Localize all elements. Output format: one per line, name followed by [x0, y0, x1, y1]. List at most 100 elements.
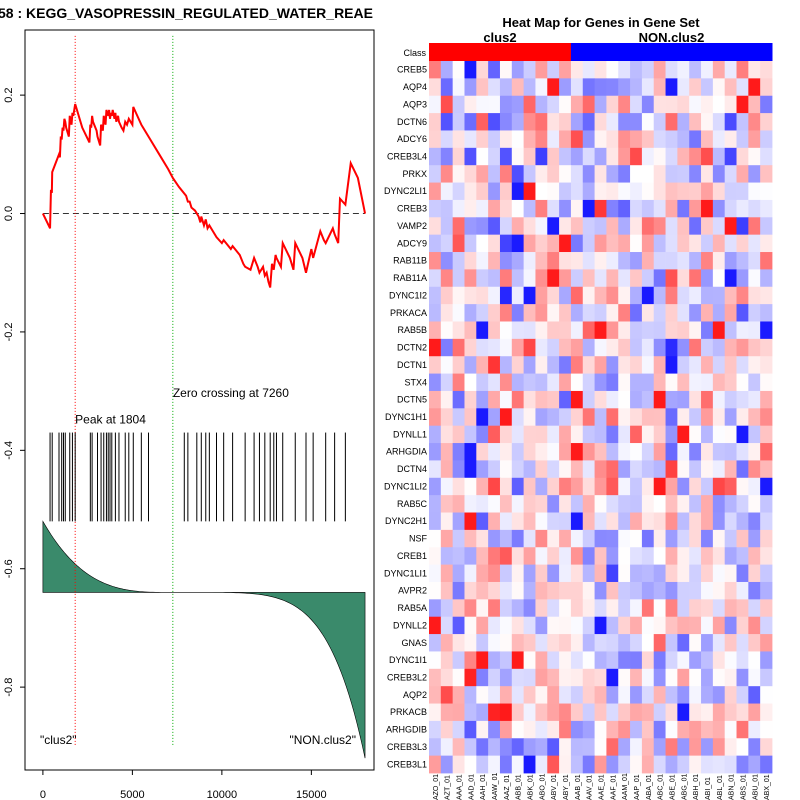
heatmap-cell	[760, 356, 773, 374]
heatmap-cell	[653, 321, 666, 340]
heatmap-cell	[748, 182, 761, 201]
heatmap-cell	[582, 147, 595, 166]
heatmap-cell	[606, 529, 619, 548]
heatmap-cell	[452, 78, 465, 97]
heatmap-cell	[701, 217, 714, 236]
heatmap-cell	[582, 634, 595, 652]
heatmap-cell	[452, 165, 465, 183]
x-tick-label: 10000	[207, 789, 238, 800]
heatmap-cell	[429, 720, 442, 739]
heatmap-cell	[618, 443, 631, 461]
heatmap-cell	[511, 113, 525, 131]
heatmap-cell	[641, 703, 655, 722]
heatmap-cell	[547, 408, 560, 427]
heatmap-cell	[594, 252, 607, 270]
heatmap-cell	[523, 529, 536, 548]
heatmap-cell	[641, 477, 655, 496]
sample-label: AAP_01	[634, 774, 641, 800]
heatmap-cell	[594, 720, 607, 739]
heatmap-cell	[677, 286, 690, 305]
heatmap-cell	[653, 147, 666, 166]
heatmap-cell	[760, 634, 773, 652]
heatmap-cell	[760, 165, 773, 183]
heatmap-cell	[677, 599, 690, 618]
heatmap-cell	[570, 304, 584, 322]
heatmap-cell	[653, 547, 666, 566]
heatmap-cell	[665, 78, 678, 97]
heatmap-cell	[452, 668, 465, 687]
heatmap-cell	[736, 373, 749, 392]
heatmap-cell	[523, 252, 536, 270]
heatmap-cell	[440, 199, 454, 218]
heatmap-cell	[618, 286, 631, 305]
heatmap-cell	[582, 755, 595, 774]
heatmap-cell	[523, 234, 536, 253]
heatmap-cell	[547, 651, 560, 670]
heatmap-cell	[724, 338, 737, 357]
gene-label: STX4	[404, 377, 427, 387]
heatmap-cell	[570, 529, 584, 548]
sample-label: AAB_01	[575, 774, 582, 800]
y-tick-label: -0.4	[3, 441, 15, 460]
heatmap-cell	[594, 147, 607, 166]
heatmap-cell	[653, 269, 666, 288]
heatmap-cell	[464, 443, 477, 461]
heatmap-cell	[464, 78, 477, 97]
heatmap-cell	[559, 599, 572, 618]
heatmap-cell	[499, 182, 513, 201]
heatmap-cell	[689, 373, 702, 392]
heatmap-cell	[701, 529, 714, 548]
heatmap-cell	[630, 581, 643, 600]
heatmap-cell	[452, 304, 465, 322]
heatmap-cell	[499, 599, 513, 618]
heatmap-cell	[511, 703, 525, 722]
heatmap-cell	[429, 581, 442, 600]
heatmap-cell	[511, 599, 525, 618]
heatmap-cell	[606, 703, 619, 722]
sample-label: ABG_01	[681, 773, 688, 800]
heatmap-cell	[440, 581, 454, 600]
heatmap-cell	[488, 616, 501, 635]
heatmap-cell	[452, 130, 465, 149]
heatmap-cell	[464, 634, 477, 652]
heatmap-cell	[440, 738, 454, 757]
heatmap-cell	[594, 547, 607, 566]
class-bar-non-clus2	[570, 43, 773, 61]
heatmap-cell	[712, 286, 726, 305]
heatmap-cell	[606, 547, 619, 566]
heatmap-cell	[476, 356, 489, 374]
heatmap-cell	[641, 720, 655, 739]
heatmap-cell	[594, 703, 607, 722]
heatmap-cell	[488, 460, 501, 479]
heatmap-cell	[499, 217, 513, 236]
heatmap-cell	[559, 182, 572, 201]
heatmap-cell	[665, 304, 678, 322]
heatmap-cell	[440, 425, 454, 444]
heatmap-cell	[511, 529, 525, 548]
heatmap-cell	[594, 616, 607, 635]
gene-label: CREB1	[397, 551, 427, 561]
heatmap-cell	[464, 286, 477, 305]
heatmap-cell	[618, 668, 631, 687]
heatmap-cell	[476, 460, 489, 479]
heatmap-cell	[594, 165, 607, 183]
heatmap-cell	[748, 460, 761, 479]
heatmap-cell	[570, 720, 584, 739]
gene-label: ADCY9	[397, 238, 427, 248]
heatmap-cell	[689, 495, 702, 513]
heatmap-cell	[653, 373, 666, 392]
heatmap-cell	[559, 95, 572, 114]
y-tick-label: -0.8	[3, 678, 15, 697]
heatmap-cell	[653, 130, 666, 149]
heatmap-cell	[594, 113, 607, 131]
heatmap-cell	[547, 373, 560, 392]
heatmap-cell	[429, 356, 442, 374]
heatmap-cell	[511, 338, 525, 357]
heatmap-cell	[630, 634, 643, 652]
heatmap-cell	[429, 252, 442, 270]
heatmap-cell	[452, 547, 465, 566]
heatmap-cell	[665, 356, 678, 374]
heatmap-cell	[665, 599, 678, 618]
heatmap-cell	[653, 651, 666, 670]
heatmap-cell	[630, 408, 643, 427]
